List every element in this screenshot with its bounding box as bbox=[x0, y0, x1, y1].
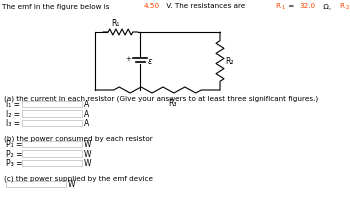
Text: W: W bbox=[84, 159, 91, 168]
Text: R₃: R₃ bbox=[168, 99, 177, 107]
Text: A: A bbox=[84, 100, 89, 109]
Text: 2: 2 bbox=[346, 5, 349, 10]
Text: (b) the power consumed by each resistor: (b) the power consumed by each resistor bbox=[4, 135, 153, 142]
Text: W: W bbox=[68, 180, 76, 188]
Text: (a) the current in each resistor (Give your answers to at least three significan: (a) the current in each resistor (Give y… bbox=[4, 96, 318, 102]
Text: ε: ε bbox=[148, 56, 153, 65]
FancyBboxPatch shape bbox=[22, 111, 82, 117]
Text: A: A bbox=[84, 119, 89, 128]
Text: +: + bbox=[125, 56, 131, 62]
Text: =: = bbox=[286, 3, 297, 9]
Text: R: R bbox=[340, 3, 344, 9]
FancyBboxPatch shape bbox=[22, 141, 82, 147]
FancyBboxPatch shape bbox=[22, 150, 82, 157]
Text: W: W bbox=[84, 140, 91, 149]
FancyBboxPatch shape bbox=[22, 101, 82, 108]
FancyBboxPatch shape bbox=[22, 120, 82, 127]
Text: 32.0: 32.0 bbox=[300, 3, 316, 9]
Text: R: R bbox=[275, 3, 280, 9]
Text: 4.50: 4.50 bbox=[144, 3, 160, 9]
Text: R₁: R₁ bbox=[111, 19, 119, 28]
Text: W: W bbox=[84, 149, 91, 158]
Text: P₂ =: P₂ = bbox=[6, 149, 22, 158]
Text: R₂: R₂ bbox=[225, 57, 233, 66]
FancyBboxPatch shape bbox=[22, 160, 82, 166]
FancyBboxPatch shape bbox=[6, 181, 66, 187]
Text: A: A bbox=[84, 109, 89, 118]
Text: P₃ =: P₃ = bbox=[6, 159, 22, 168]
Text: The emf in the figure below is: The emf in the figure below is bbox=[2, 3, 112, 9]
Text: P₁ =: P₁ = bbox=[6, 140, 22, 149]
Text: (c) the power supplied by the emf device: (c) the power supplied by the emf device bbox=[4, 175, 153, 182]
Text: Ω,: Ω, bbox=[321, 3, 335, 9]
Text: I₃ =: I₃ = bbox=[6, 119, 20, 128]
Text: I₂ =: I₂ = bbox=[6, 109, 20, 118]
Text: 1: 1 bbox=[282, 5, 285, 10]
Text: I₁ =: I₁ = bbox=[6, 100, 20, 109]
Text: V. The resistances are: V. The resistances are bbox=[164, 3, 250, 9]
